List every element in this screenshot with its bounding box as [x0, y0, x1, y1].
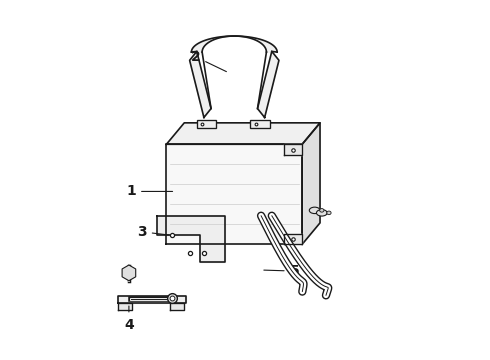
FancyBboxPatch shape: [197, 120, 217, 128]
Text: 2: 2: [191, 50, 226, 72]
Polygon shape: [167, 123, 320, 144]
Text: 1: 1: [126, 184, 172, 198]
FancyBboxPatch shape: [250, 120, 270, 128]
Ellipse shape: [319, 208, 324, 212]
Polygon shape: [284, 144, 302, 155]
Polygon shape: [190, 51, 211, 117]
Polygon shape: [258, 51, 279, 117]
Ellipse shape: [317, 210, 327, 216]
Polygon shape: [167, 144, 302, 244]
Polygon shape: [118, 296, 186, 303]
Text: 3: 3: [137, 225, 169, 239]
Polygon shape: [122, 265, 136, 281]
Polygon shape: [192, 36, 277, 52]
Polygon shape: [157, 216, 225, 262]
Polygon shape: [284, 234, 302, 244]
Text: 4: 4: [124, 306, 134, 332]
Polygon shape: [302, 123, 320, 244]
Ellipse shape: [309, 207, 320, 213]
Ellipse shape: [327, 211, 331, 215]
Polygon shape: [170, 303, 184, 310]
Polygon shape: [118, 303, 132, 310]
Text: 5: 5: [264, 264, 299, 278]
